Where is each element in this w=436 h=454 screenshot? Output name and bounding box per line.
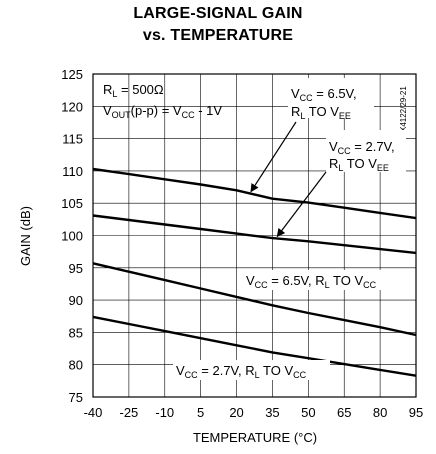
series-lines: [92, 167, 417, 377]
x-tick-label: -10: [155, 405, 174, 420]
label-line-1: VCC = 6.5V,: [291, 86, 357, 103]
y-tick-label: 120: [61, 99, 83, 114]
x-tick-label: 95: [409, 405, 423, 420]
leader-arrow: [276, 171, 327, 238]
y-tick-label: 85: [69, 325, 83, 340]
y-tick-label: 110: [62, 164, 83, 179]
series-line: [92, 167, 417, 220]
label-line-1: VCC = 2.7V, RL TO VCC: [176, 363, 307, 380]
leader-arrow: [250, 121, 297, 193]
series-label-6v5-vee: VCC = 6.5V, RL TO VEE: [288, 78, 374, 121]
y-axis-label: GAIN (dB): [18, 206, 33, 266]
series-line: [92, 262, 417, 337]
tick-labels: -40 -25 -10 5 20 35 50 65 80 95 125 120 115 110 105 100…: [61, 67, 423, 420]
x-tick-label: 5: [197, 405, 204, 420]
label-bg: [173, 360, 330, 380]
part-number: MAX4122/29-21: [399, 86, 408, 144]
x-tick-label: 50: [301, 405, 315, 420]
y-tick-label: 100: [61, 229, 83, 244]
x-tick-label: -40: [84, 405, 103, 420]
plot-frame: [92, 73, 417, 398]
y-tick-label: 75: [69, 390, 83, 405]
label-bg: [288, 78, 374, 118]
x-tick-label: 65: [337, 405, 351, 420]
series-label-2v7-vee: VCC = 2.7V, RL TO VEE: [326, 130, 406, 173]
condition-load: RL = 500Ω: [103, 82, 164, 99]
series-label-2v7-vcc: VCC = 2.7V, RL TO VCC: [173, 360, 330, 380]
label-bg: [243, 270, 400, 290]
y-tick-label: 90: [69, 293, 83, 308]
label-arrows: [250, 121, 327, 238]
y-tick-label: 95: [69, 261, 83, 276]
x-tick-label: -25: [119, 405, 138, 420]
y-tick-label: 125: [61, 67, 83, 82]
label-line-2: RL TO VEE: [329, 156, 389, 173]
label-line-1: VCC = 6.5V, RL TO VCC: [246, 273, 377, 290]
series-line: [92, 214, 417, 255]
label-bg: [326, 130, 406, 172]
y-tick-label: 115: [62, 132, 83, 147]
y-tick-label: 80: [69, 358, 83, 373]
label-line-2: RL TO VEE: [291, 104, 351, 121]
label-line-1: VCC = 2.7V,: [329, 139, 395, 156]
x-tick-label: 80: [373, 405, 387, 420]
chart-title: LARGE-SIGNAL GAIN: [133, 5, 303, 22]
condition-output: VOUT(p-p) = VCC - 1V: [103, 103, 222, 120]
y-tick-label: 105: [61, 196, 83, 211]
x-axis-label: TEMPERATURE (°C): [193, 430, 317, 445]
series-line: [92, 315, 417, 377]
x-tick-label: 35: [265, 405, 279, 420]
x-tick-label: 20: [229, 405, 243, 420]
series-label-6v5-vcc: VCC = 6.5V, RL TO VCC: [243, 270, 400, 290]
grid: [93, 74, 416, 397]
chart-subtitle: vs. TEMPERATURE: [142, 27, 294, 44]
